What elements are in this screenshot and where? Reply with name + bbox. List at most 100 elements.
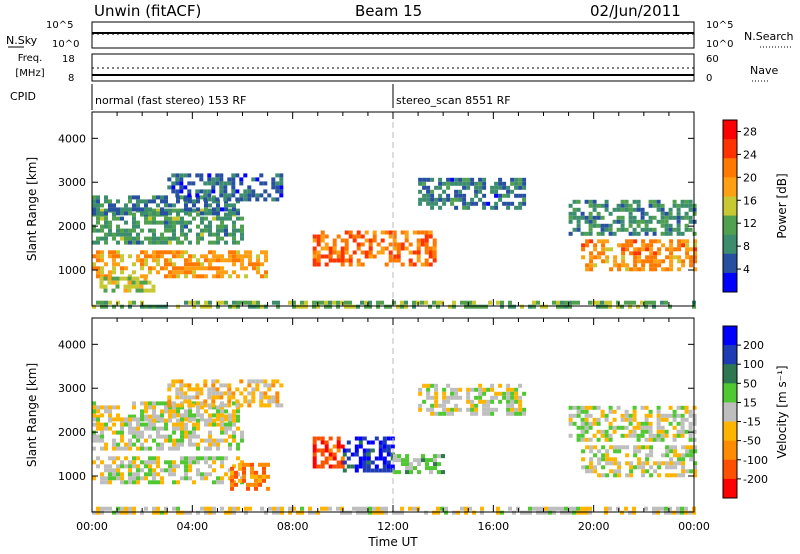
echo-cell bbox=[316, 250, 321, 255]
echo-cell bbox=[612, 429, 617, 434]
echo-cell bbox=[673, 453, 678, 458]
echo-cell bbox=[572, 413, 577, 418]
echo-cell bbox=[422, 193, 427, 198]
echo-cell bbox=[404, 234, 409, 239]
echo-cell bbox=[482, 403, 487, 408]
echo-cell bbox=[412, 250, 417, 255]
echo-cell bbox=[677, 259, 682, 264]
echo-cell bbox=[652, 510, 656, 515]
echo-cell bbox=[172, 274, 176, 279]
echo-cell bbox=[188, 430, 192, 435]
echo-cell bbox=[568, 219, 573, 224]
echo-cell bbox=[412, 262, 417, 267]
echo-cell bbox=[340, 254, 345, 259]
echo-cell bbox=[648, 413, 653, 418]
echo-cell bbox=[442, 181, 447, 186]
echo-cell bbox=[148, 472, 152, 477]
echo-cell bbox=[164, 274, 168, 279]
echo-cell bbox=[252, 266, 256, 271]
echo-cell bbox=[556, 506, 560, 511]
echo-cell bbox=[633, 251, 638, 256]
echo-cell bbox=[392, 258, 397, 263]
echo-cell bbox=[434, 411, 439, 416]
echo-cell bbox=[356, 234, 361, 239]
echo-cell bbox=[416, 254, 421, 259]
echo-cell bbox=[621, 243, 626, 248]
echo-cell bbox=[108, 300, 112, 305]
echo-cell bbox=[128, 240, 132, 245]
echo-cell bbox=[596, 215, 601, 220]
echo-cell bbox=[448, 304, 452, 309]
echo-cell bbox=[589, 267, 594, 272]
echo-cell bbox=[100, 224, 104, 229]
echo-cell bbox=[104, 220, 108, 225]
echo-cell bbox=[236, 442, 240, 447]
echo-cell bbox=[116, 472, 120, 477]
echo-cell bbox=[589, 461, 594, 466]
echo-cell bbox=[428, 234, 433, 239]
echo-cell bbox=[597, 457, 602, 462]
echo-cell bbox=[608, 425, 613, 430]
echo-cell bbox=[434, 383, 439, 388]
echo-cell bbox=[632, 433, 637, 438]
echo-cell bbox=[652, 437, 657, 442]
echo-cell bbox=[502, 185, 507, 190]
echo-cell bbox=[434, 395, 439, 400]
echo-cell bbox=[215, 181, 220, 186]
echo-cell bbox=[421, 458, 425, 463]
echo-cell bbox=[228, 442, 232, 447]
colorbar-segment bbox=[723, 177, 737, 197]
echo-cell bbox=[588, 510, 592, 515]
echo-cell bbox=[243, 395, 248, 400]
echo-cell bbox=[482, 407, 487, 412]
echo-cell bbox=[228, 258, 232, 263]
echo-cell bbox=[572, 506, 576, 511]
echo-cell bbox=[556, 300, 560, 305]
echo-cell bbox=[156, 417, 160, 422]
echo-cell bbox=[474, 201, 479, 206]
echo-cell bbox=[324, 242, 329, 247]
echo-cell bbox=[96, 464, 100, 469]
echo-cell bbox=[409, 470, 413, 475]
echo-cell bbox=[100, 236, 104, 241]
echo-cell bbox=[637, 247, 642, 252]
echo-cell bbox=[103, 284, 108, 289]
echo-cell bbox=[328, 456, 333, 461]
echo-cell bbox=[164, 220, 168, 225]
echo-cell bbox=[528, 304, 532, 309]
echo-cell bbox=[275, 189, 280, 194]
echo-cell bbox=[104, 422, 108, 427]
echo-cell bbox=[99, 284, 104, 289]
echo-cell bbox=[604, 223, 609, 228]
echo-cell bbox=[220, 266, 224, 271]
echo-cell bbox=[676, 223, 681, 228]
echo-cell bbox=[476, 304, 480, 309]
echo-cell bbox=[160, 417, 164, 422]
echo-cell bbox=[184, 464, 188, 469]
echo-cell bbox=[510, 177, 515, 182]
echo-cell bbox=[628, 211, 633, 216]
echo-cell bbox=[644, 421, 649, 426]
echo-cell bbox=[629, 243, 634, 248]
echo-cell bbox=[384, 262, 389, 267]
echo-cell bbox=[681, 457, 686, 462]
echo-cell bbox=[405, 470, 409, 475]
echo-cell bbox=[148, 456, 152, 461]
echo-cell bbox=[680, 417, 685, 422]
echo-cell bbox=[148, 468, 152, 473]
echo-cell bbox=[581, 449, 586, 454]
echo-cell bbox=[629, 267, 634, 272]
echo-cell bbox=[116, 510, 120, 515]
echo-cell bbox=[568, 300, 572, 305]
echo-cell bbox=[96, 417, 100, 422]
echo-cell bbox=[200, 413, 204, 418]
echo-cell bbox=[266, 486, 270, 491]
echo-cell bbox=[649, 259, 654, 264]
echo-cell bbox=[316, 448, 321, 453]
echo-cell bbox=[564, 506, 568, 511]
echo-cell bbox=[156, 430, 160, 435]
echo-cell bbox=[116, 199, 120, 204]
echo-cell bbox=[470, 177, 475, 182]
echo-cell bbox=[624, 207, 629, 212]
echo-cell bbox=[227, 395, 232, 400]
